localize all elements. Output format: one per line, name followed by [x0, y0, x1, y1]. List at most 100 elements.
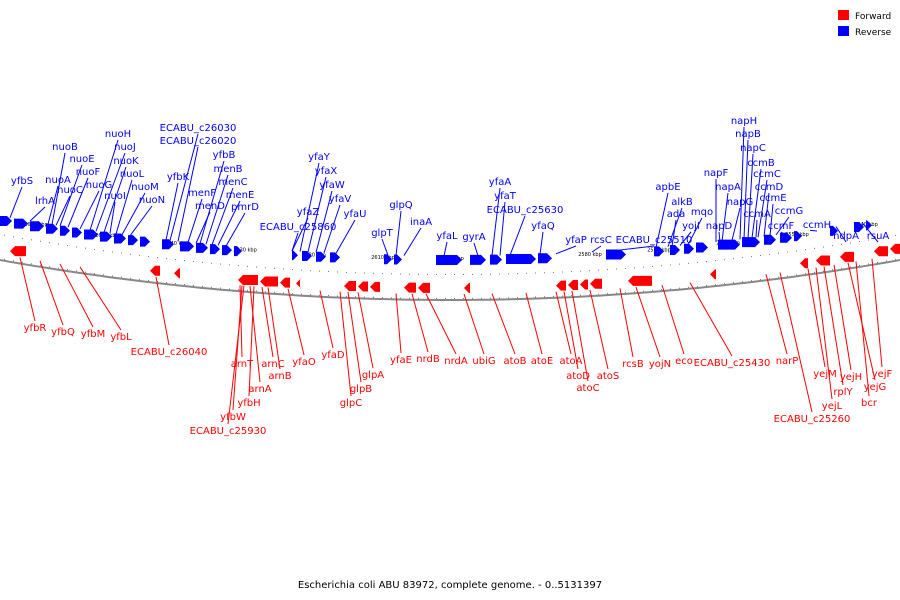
reverse-label-line [755, 219, 758, 238]
forward-gene-arrow [418, 282, 430, 293]
forward-gene-label: yfbH [237, 398, 260, 409]
track-dot [886, 260, 887, 262]
track-dot [814, 271, 815, 273]
reverse-gene-label: nuoF [76, 167, 101, 178]
forward-label-line [689, 282, 733, 357]
forward-gene-label: atoS [597, 371, 620, 382]
reverse-gene-label: nuoG [86, 180, 113, 191]
reverse-label-line [47, 185, 59, 225]
track-dot [193, 284, 194, 286]
reverse-gene-label: mqo [691, 207, 713, 218]
forward-label-line [287, 288, 305, 356]
track-dot [400, 273, 401, 275]
genome-backbone [0, 259, 900, 301]
reverse-label-line [323, 204, 341, 254]
track-dot [652, 289, 653, 291]
track-dot [211, 286, 212, 288]
reverse-label-line [199, 160, 225, 244]
reverse-gene-label: napC [740, 143, 766, 154]
reverse-gene-label: ccmD [755, 182, 784, 193]
track-dot [31, 239, 32, 241]
track-dot [634, 267, 635, 269]
track-dot [697, 285, 698, 287]
forward-gene-arrow [590, 278, 602, 289]
reverse-gene-label: ccmB [747, 158, 775, 169]
reverse-label-line [739, 126, 745, 240]
forward-label-line [357, 292, 374, 369]
reverse-label-line [9, 186, 23, 218]
reverse-label-line [687, 217, 703, 246]
reverse-gene-label: nuoA [45, 175, 71, 186]
tick-label: 2580 kbp [578, 252, 602, 258]
track-dot [526, 296, 527, 298]
reverse-label-line [721, 192, 729, 242]
reverse-label-line [539, 231, 544, 255]
reverse-label-line [835, 226, 847, 243]
reverse-gene-label: yfaV [329, 194, 352, 205]
forward-gene-arrow [556, 280, 566, 291]
reverse-gene-arrow [436, 254, 462, 265]
reverse-gene-arrow [196, 242, 208, 253]
reverse-gene-label: apbE [655, 182, 680, 193]
reverse-gene-label: nuoC [57, 185, 83, 196]
track-dot [238, 289, 239, 291]
track-dot [796, 274, 797, 276]
track-dot [121, 276, 122, 278]
reverse-gene-label: glpT [371, 228, 393, 239]
forward-gene-label: yfbQ [51, 327, 75, 338]
reverse-gene-label: lrhA [35, 196, 55, 207]
reverse-gene-label: nuoN [139, 195, 165, 206]
forward-label-line [339, 291, 352, 397]
track-dot [364, 296, 365, 298]
track-dot [742, 281, 743, 283]
track-dot [4, 258, 5, 260]
track-dot [706, 261, 707, 263]
track-dot [895, 234, 896, 236]
track-dot [256, 266, 257, 268]
track-dot [247, 265, 248, 267]
forward-gene-arrow [800, 258, 808, 269]
reverse-gene-arrow [506, 254, 536, 265]
track-dot [436, 273, 437, 275]
track-dot [841, 267, 842, 269]
track-dot [625, 291, 626, 293]
reverse-gene-arrow [128, 235, 138, 246]
forward-gene-arrow [628, 275, 652, 286]
reverse-label-line [187, 198, 203, 243]
forward-gene-label: yejL [822, 401, 843, 412]
reverse-gene-arrow [234, 246, 242, 257]
track-dot [490, 273, 491, 275]
track-dot [229, 264, 230, 266]
forward-gene-arrow [344, 281, 356, 292]
track-dot [535, 272, 536, 274]
reverse-gene-label: napD [706, 221, 733, 232]
forward-label-line [19, 257, 36, 322]
track-dot [355, 296, 356, 298]
reverse-gene-label: yfaL [436, 231, 458, 242]
track-dot [715, 284, 716, 286]
forward-label-line [239, 285, 243, 358]
forward-gene-arrow [890, 243, 900, 254]
reverse-gene-arrow [718, 239, 740, 250]
track-dot [130, 277, 131, 279]
tick-label: 2640 kbp [164, 241, 188, 247]
forward-label-line [635, 287, 661, 358]
reverse-gene-arrow [0, 216, 12, 227]
track-dot [328, 271, 329, 273]
tick-label: 2620 kbp [302, 252, 326, 258]
track-dot [490, 297, 491, 299]
track-dot [544, 272, 545, 274]
track-dot [427, 273, 428, 275]
reverse-label-line [491, 187, 501, 256]
forward-label-line [563, 291, 579, 370]
reverse-gene-arrow [222, 245, 232, 256]
reverse-gene-arrow [72, 227, 82, 238]
reverse-gene-label: ECABU_c25510 [616, 235, 693, 246]
track-dot [508, 273, 509, 275]
forward-gene-label: atoE [531, 356, 554, 367]
forward-gene-arrow [404, 282, 416, 293]
track-dot [346, 295, 347, 297]
reverse-gene-label: ccmC [753, 169, 781, 180]
reverse-gene-label: ccmA [743, 209, 771, 220]
